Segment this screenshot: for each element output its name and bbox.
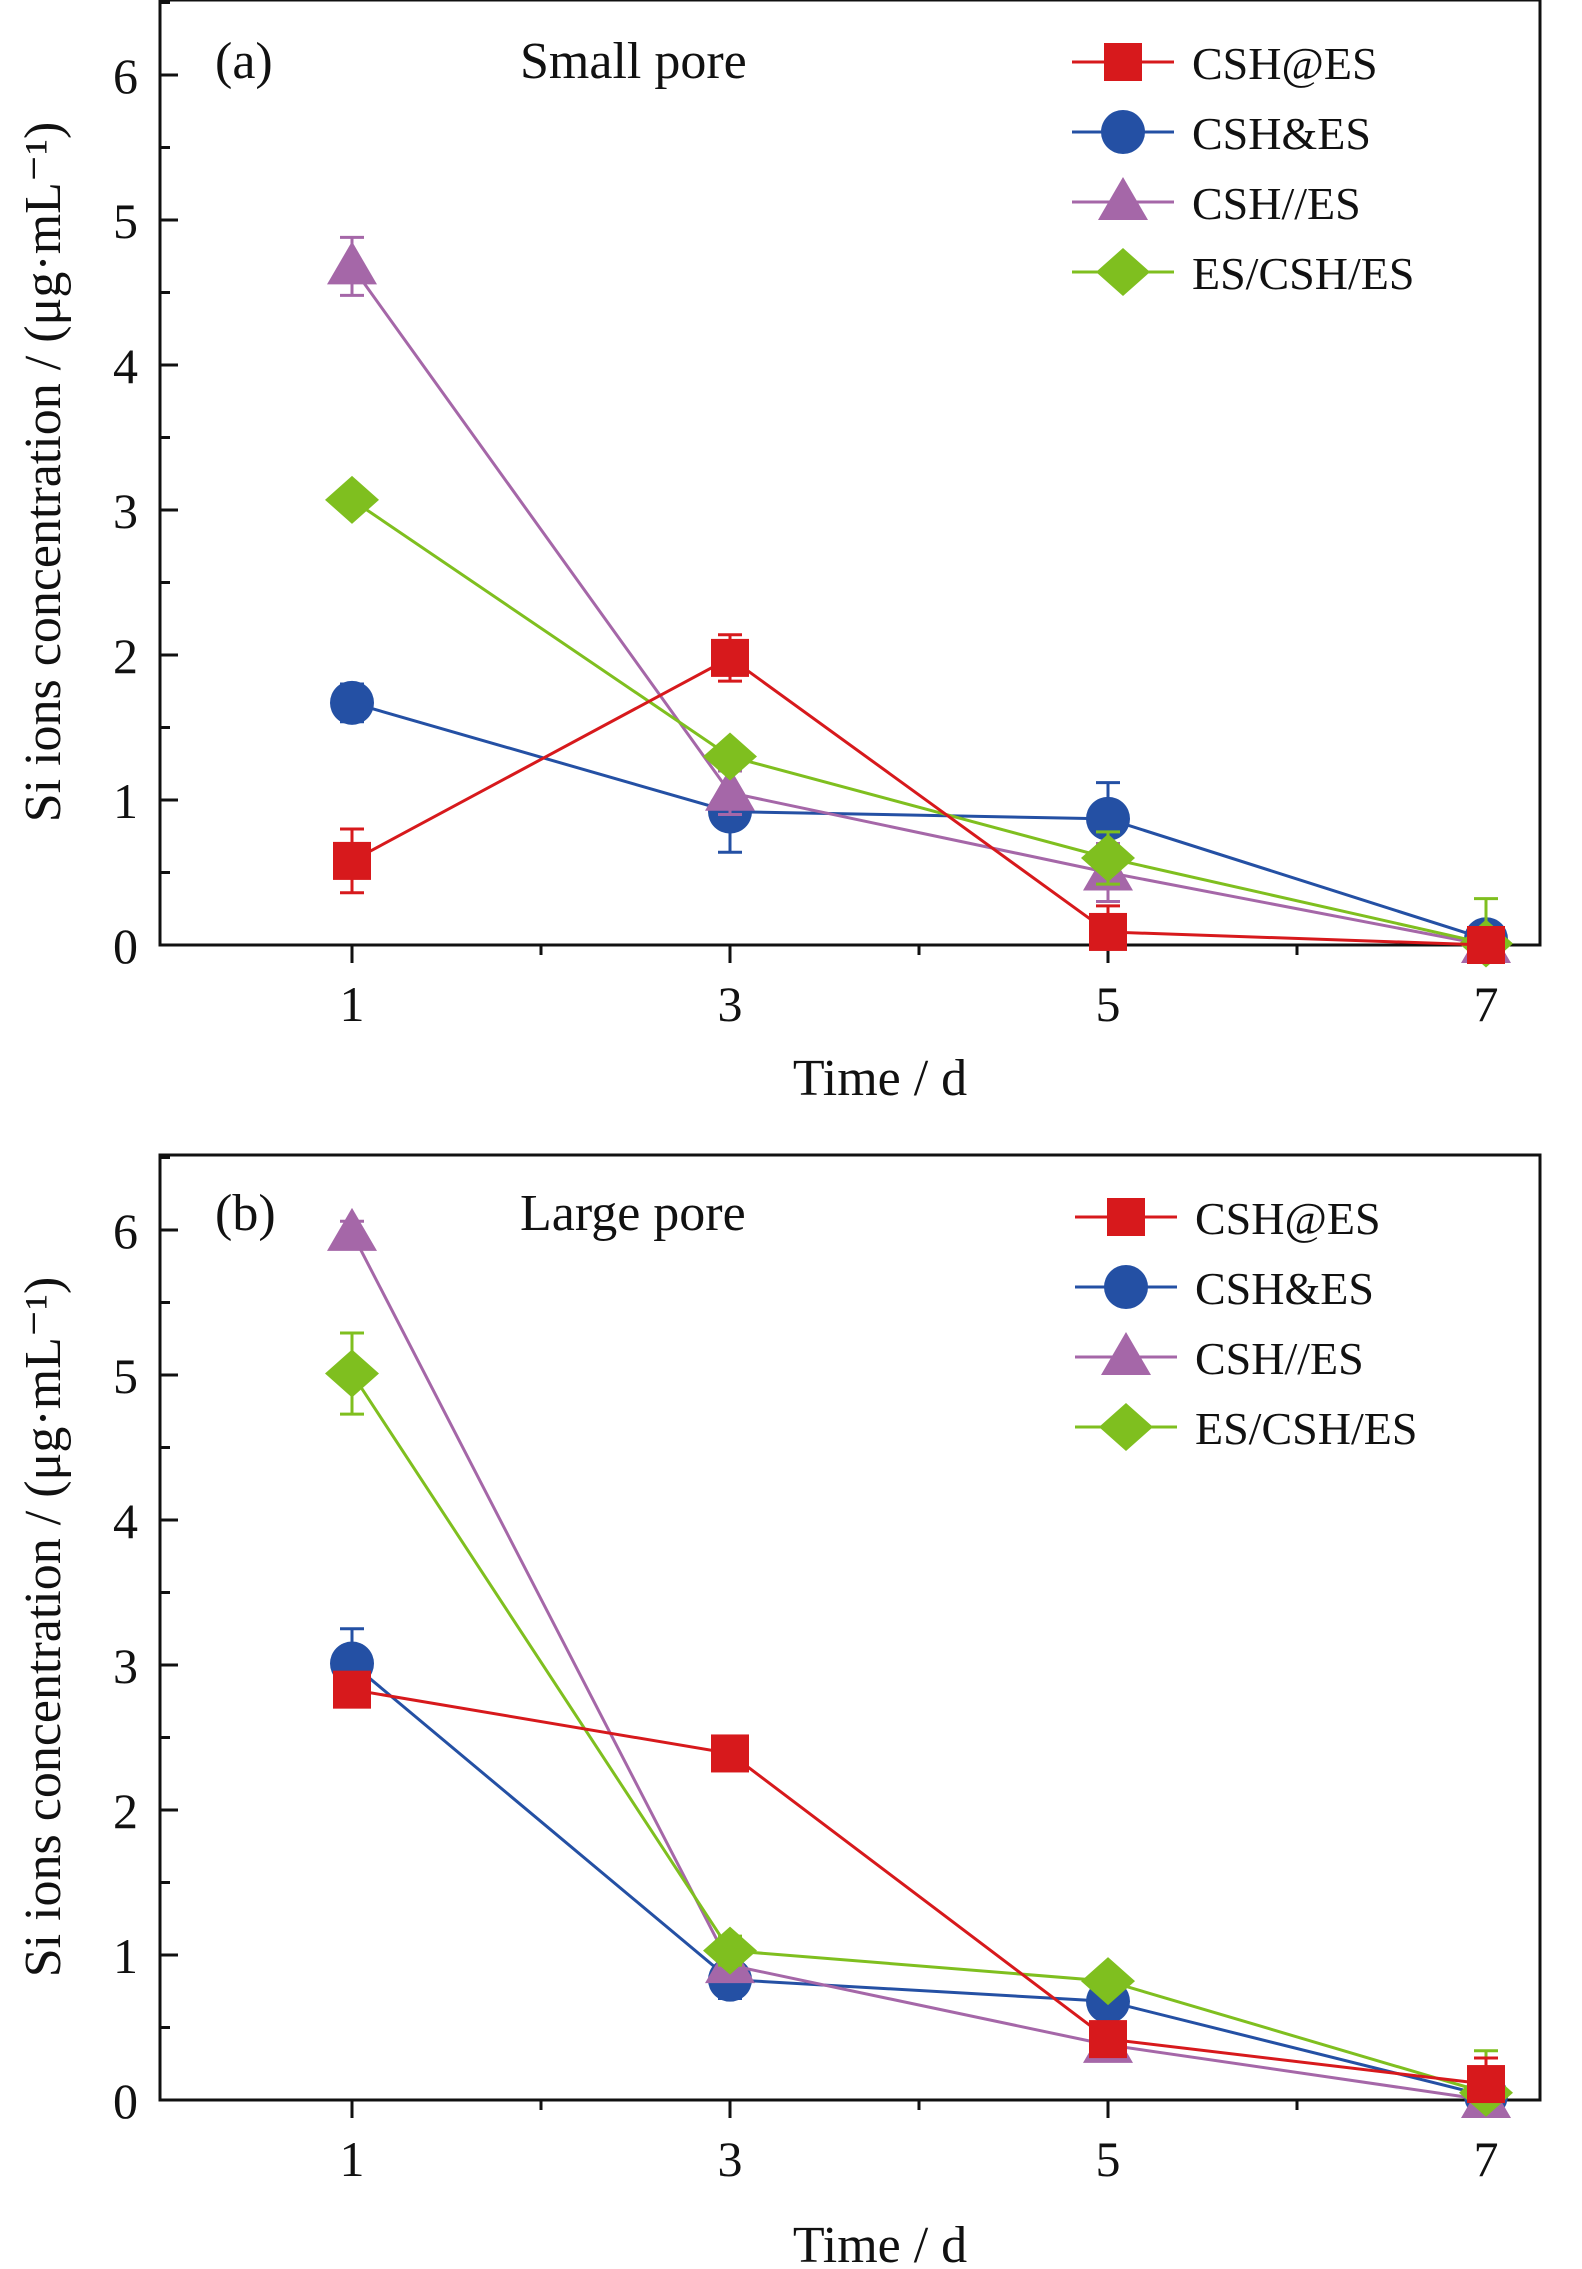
series-layer [325,235,1513,968]
data-point [1467,926,1505,964]
data-point [1089,912,1127,951]
x-tick-label: 1 [340,2131,365,2187]
legend: CSH@ES CSH&ES CSH//ES ES/CSH/ES [1072,38,1414,299]
legend-marker [1107,1198,1145,1236]
series-cshes [330,1627,1508,2118]
y-tick-label: 0 [113,918,138,974]
series-line [350,265,1487,947]
data-point [325,1349,379,1398]
data-point [325,475,379,524]
x-tick-label: 3 [718,2131,743,2187]
chart-title: Large pore [520,1185,746,1242]
panel-b: (b) Large pore Time / d Si ions concentr… [15,1153,1542,2269]
data-point [711,638,749,677]
y-tick-label: 1 [113,1928,138,1984]
series-cshes [327,235,1511,963]
legend-label: CSH@ES [1195,1193,1381,1244]
y-axis-label: Si ions concentration / (μg·mL⁻¹) [15,122,72,823]
y-tick-label: 3 [113,483,138,539]
series-cshes [330,680,1508,962]
y-tick-label: 1 [113,773,138,829]
y-tick-label: 2 [113,1783,138,1839]
series-line [350,1232,1487,2102]
y-tick-label: 2 [113,628,138,684]
y-axis-label: Si ions concentration / (μg·mL⁻¹) [15,1277,72,1978]
legend-marker [1098,177,1148,220]
series-line [351,1688,1487,2086]
y-tick-label: 0 [113,2073,138,2129]
series-layer [325,1207,1513,2118]
legend-marker [1104,43,1142,81]
data-point [703,1926,757,1975]
x-tick-label: 5 [1096,2131,1121,2187]
y-tick-label: 3 [113,1638,138,1694]
chart-title: Small pore [520,33,747,90]
axis-ticks: 0 1 2 3 4 5 6 1 3 5 7 [113,1,1499,1032]
y-tick-label: 4 [113,338,138,394]
data-point [1089,2020,1127,2059]
legend-label: CSH@ES [1192,38,1378,89]
y-tick-label: 4 [113,1493,138,1549]
series-escshes [325,475,1513,968]
series-line [351,1662,1487,2098]
x-tick-label: 7 [1474,976,1499,1032]
data-point [1081,834,1135,882]
data-point [333,841,371,880]
series-line [350,1372,1487,2095]
data-point [327,241,377,285]
legend-marker [1104,1265,1148,1309]
legend-label: CSH&ES [1195,1263,1374,1314]
x-axis-label: Time / d [793,1050,967,1107]
panel-a: (a) Small pore Time / d Si ions concentr… [15,0,1542,1107]
legend: CSH@ES CSH&ES CSH//ES ES/CSH/ES [1075,1193,1417,1454]
legend-marker [1096,248,1150,296]
panel-label: (b) [215,1185,276,1242]
y-tick-label: 6 [113,48,138,104]
series-cshes [333,633,1505,964]
x-tick-label: 1 [340,976,365,1032]
data-point [1467,2065,1505,2104]
legend-marker [1099,1403,1153,1451]
y-tick-label: 5 [113,193,138,249]
legend-label: CSH//ES [1192,178,1361,229]
series-line [351,701,1487,941]
series-line [351,498,1487,946]
x-axis-label: Time / d [793,2217,967,2269]
data-point [1086,796,1130,841]
data-point [327,1207,377,1251]
data-point [330,680,374,725]
x-tick-label: 7 [1474,2131,1499,2187]
y-tick-label: 6 [113,1203,138,1259]
data-point [711,1734,749,1773]
legend-label: ES/CSH/ES [1192,248,1414,299]
data-point [333,1670,371,1709]
legend-marker [1101,1332,1151,1375]
axis-ticks: 0 1 2 3 4 5 6 1 3 5 7 [113,1156,1499,2187]
legend-label: CSH//ES [1195,1333,1364,1384]
x-tick-label: 3 [718,976,743,1032]
series-cshes [333,1670,1505,2104]
legend-marker [1101,110,1145,154]
data-point [703,732,757,781]
series-escshes [325,1331,1513,2117]
data-point [1081,1957,1135,2006]
panel-label: (a) [215,33,273,90]
series-line [351,656,1487,947]
plot-frame [158,1153,1542,2102]
x-tick-label: 5 [1096,976,1121,1032]
y-tick-label: 5 [113,1348,138,1404]
legend-label: ES/CSH/ES [1195,1403,1417,1454]
legend-label: CSH&ES [1192,108,1371,159]
data-point [705,767,755,811]
plot-frame [158,0,1542,947]
